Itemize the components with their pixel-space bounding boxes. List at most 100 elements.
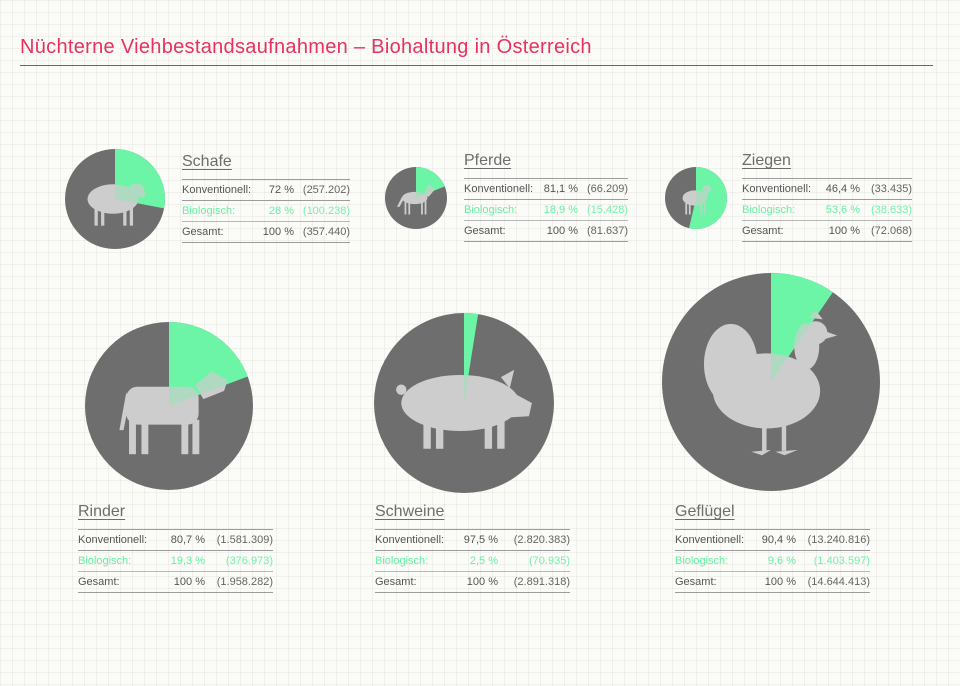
row-gesamt: Gesamt: 100 % (357.440) [182, 222, 350, 243]
percent-konventionell: 72 % [268, 184, 294, 196]
label-biologisch: Biologisch: [78, 555, 132, 567]
row-gesamt: Gesamt: 100 % (81.637) [464, 221, 628, 242]
label-gesamt: Gesamt: [182, 226, 224, 238]
label-biologisch: Biologisch: [742, 204, 796, 216]
count-konventionell: (257.202) [302, 184, 350, 196]
row-biologisch: Biologisch: 9,6 % (1.403.597) [675, 551, 870, 572]
row-gesamt: Gesamt: 100 % (14.644.413) [675, 572, 870, 593]
count-konventionell: (1.581.309) [216, 534, 273, 546]
count-biologisch: (38.633) [871, 204, 912, 216]
goat-icon [682, 185, 711, 215]
percent-biologisch: 2,5 % [469, 555, 498, 567]
row-biologisch: Biologisch: 18,9 % (15.428) [464, 200, 628, 221]
horse-icon [396, 184, 436, 215]
count-konventionell: (2.820.383) [513, 534, 570, 546]
pie-gefluegel [662, 273, 880, 491]
stats-rinder: Rinder Konventionell: 80,7 % (1.581.309)… [78, 503, 273, 593]
label-konventionell: Konventionell: [182, 184, 252, 196]
slice-biologisch-overlay [689, 167, 727, 229]
percent-gesamt: 100 % [764, 576, 796, 588]
chicken-icon [703, 310, 838, 456]
percent-biologisch: 53,6 % [825, 204, 860, 216]
percent-konventionell: 46,4 % [825, 183, 860, 195]
title-divider [20, 65, 933, 66]
row-konventionell: Konventionell: 80,7 % (1.581.309) [78, 529, 273, 551]
label-biologisch: Biologisch: [675, 555, 729, 567]
label-gesamt: Gesamt: [742, 225, 784, 237]
label-konventionell: Konventionell: [675, 534, 745, 546]
stats-schweine: Schweine Konventionell: 97,5 % (2.820.38… [375, 503, 570, 593]
count-gesamt: (1.958.282) [216, 576, 273, 588]
label-konventionell: Konventionell: [78, 534, 148, 546]
label-konventionell: Konventionell: [375, 534, 445, 546]
sheep-icon [87, 183, 146, 226]
percent-gesamt: 100 % [262, 226, 294, 238]
percent-biologisch: 18,9 % [543, 204, 578, 216]
row-konventionell: Konventionell: 97,5 % (2.820.383) [375, 529, 570, 551]
label-konventionell: Konventionell: [464, 183, 534, 195]
label-gesamt: Gesamt: [375, 576, 417, 588]
slice-biologisch-overlay [169, 322, 248, 406]
pie-schafe [65, 149, 165, 249]
count-gesamt: (14.644.413) [807, 576, 870, 588]
stats-gefluegel: Geflügel Konventionell: 90,4 % (13.240.8… [675, 503, 870, 593]
row-biologisch: Biologisch: 19,3 % (376.973) [78, 551, 273, 572]
label-biologisch: Biologisch: [375, 555, 429, 567]
page-title: Nüchterne Viehbestandsaufnahmen – Biohal… [20, 36, 592, 58]
row-biologisch: Biologisch: 2,5 % (70.935) [375, 551, 570, 572]
stats-ziegen: Ziegen Konventionell: 46,4 % (33.435) Bi… [742, 152, 912, 242]
animal-name: Schweine [375, 503, 445, 520]
count-gesamt: (81.637) [587, 225, 628, 237]
row-konventionell: Konventionell: 90,4 % (13.240.816) [675, 529, 870, 551]
label-gesamt: Gesamt: [464, 225, 506, 237]
animal-name: Rinder [78, 503, 126, 520]
percent-konventionell: 81,1 % [543, 183, 578, 195]
pie-ziegen [665, 167, 727, 229]
count-biologisch: (100.238) [302, 205, 350, 217]
slice-biologisch-overlay [416, 167, 445, 198]
percent-biologisch: 19,3 % [170, 555, 205, 567]
percent-konventionell: 97,5 % [463, 534, 498, 546]
animal-name: Pferde [464, 152, 512, 169]
row-konventionell: Konventionell: 81,1 % (66.209) [464, 178, 628, 200]
cow-icon [119, 371, 228, 455]
slice-biologisch [169, 322, 248, 406]
row-gesamt: Gesamt: 100 % (72.068) [742, 221, 912, 242]
percent-konventionell: 80,7 % [170, 534, 205, 546]
label-konventionell: Konventionell: [742, 183, 812, 195]
percent-gesamt: 100 % [828, 225, 860, 237]
percent-biologisch: 9,6 % [767, 555, 796, 567]
animal-name: Schafe [182, 153, 232, 170]
slice-biologisch [689, 167, 727, 229]
pig-icon [396, 369, 532, 449]
row-gesamt: Gesamt: 100 % (1.958.282) [78, 572, 273, 593]
pie-rinder [85, 322, 253, 490]
slice-biologisch-overlay [771, 273, 833, 382]
percent-konventionell: 90,4 % [761, 534, 796, 546]
count-gesamt: (72.068) [871, 225, 912, 237]
animal-name: Ziegen [742, 152, 791, 169]
percent-gesamt: 100 % [466, 576, 498, 588]
stats-schafe: Schafe Konventionell: 72 % (257.202) Bio… [182, 153, 350, 243]
row-gesamt: Gesamt: 100 % (2.891.318) [375, 572, 570, 593]
stats-pferde: Pferde Konventionell: 81,1 % (66.209) Bi… [464, 152, 628, 242]
count-biologisch: (70.935) [529, 555, 570, 567]
percent-gesamt: 100 % [546, 225, 578, 237]
count-biologisch: (15.428) [587, 204, 628, 216]
row-biologisch: Biologisch: 28 % (100.238) [182, 201, 350, 222]
pie-schweine [374, 313, 554, 493]
count-konventionell: (13.240.816) [807, 534, 870, 546]
percent-gesamt: 100 % [173, 576, 205, 588]
count-biologisch: (1.403.597) [813, 555, 870, 567]
count-konventionell: (66.209) [587, 183, 628, 195]
row-konventionell: Konventionell: 72 % (257.202) [182, 179, 350, 201]
row-konventionell: Konventionell: 46,4 % (33.435) [742, 178, 912, 200]
slice-biologisch-overlay [464, 313, 479, 403]
count-gesamt: (357.440) [302, 226, 350, 238]
label-gesamt: Gesamt: [78, 576, 120, 588]
label-gesamt: Gesamt: [675, 576, 717, 588]
slice-biologisch [416, 167, 445, 198]
pie-pferde [385, 167, 447, 229]
label-biologisch: Biologisch: [182, 205, 236, 217]
count-konventionell: (33.435) [871, 183, 912, 195]
